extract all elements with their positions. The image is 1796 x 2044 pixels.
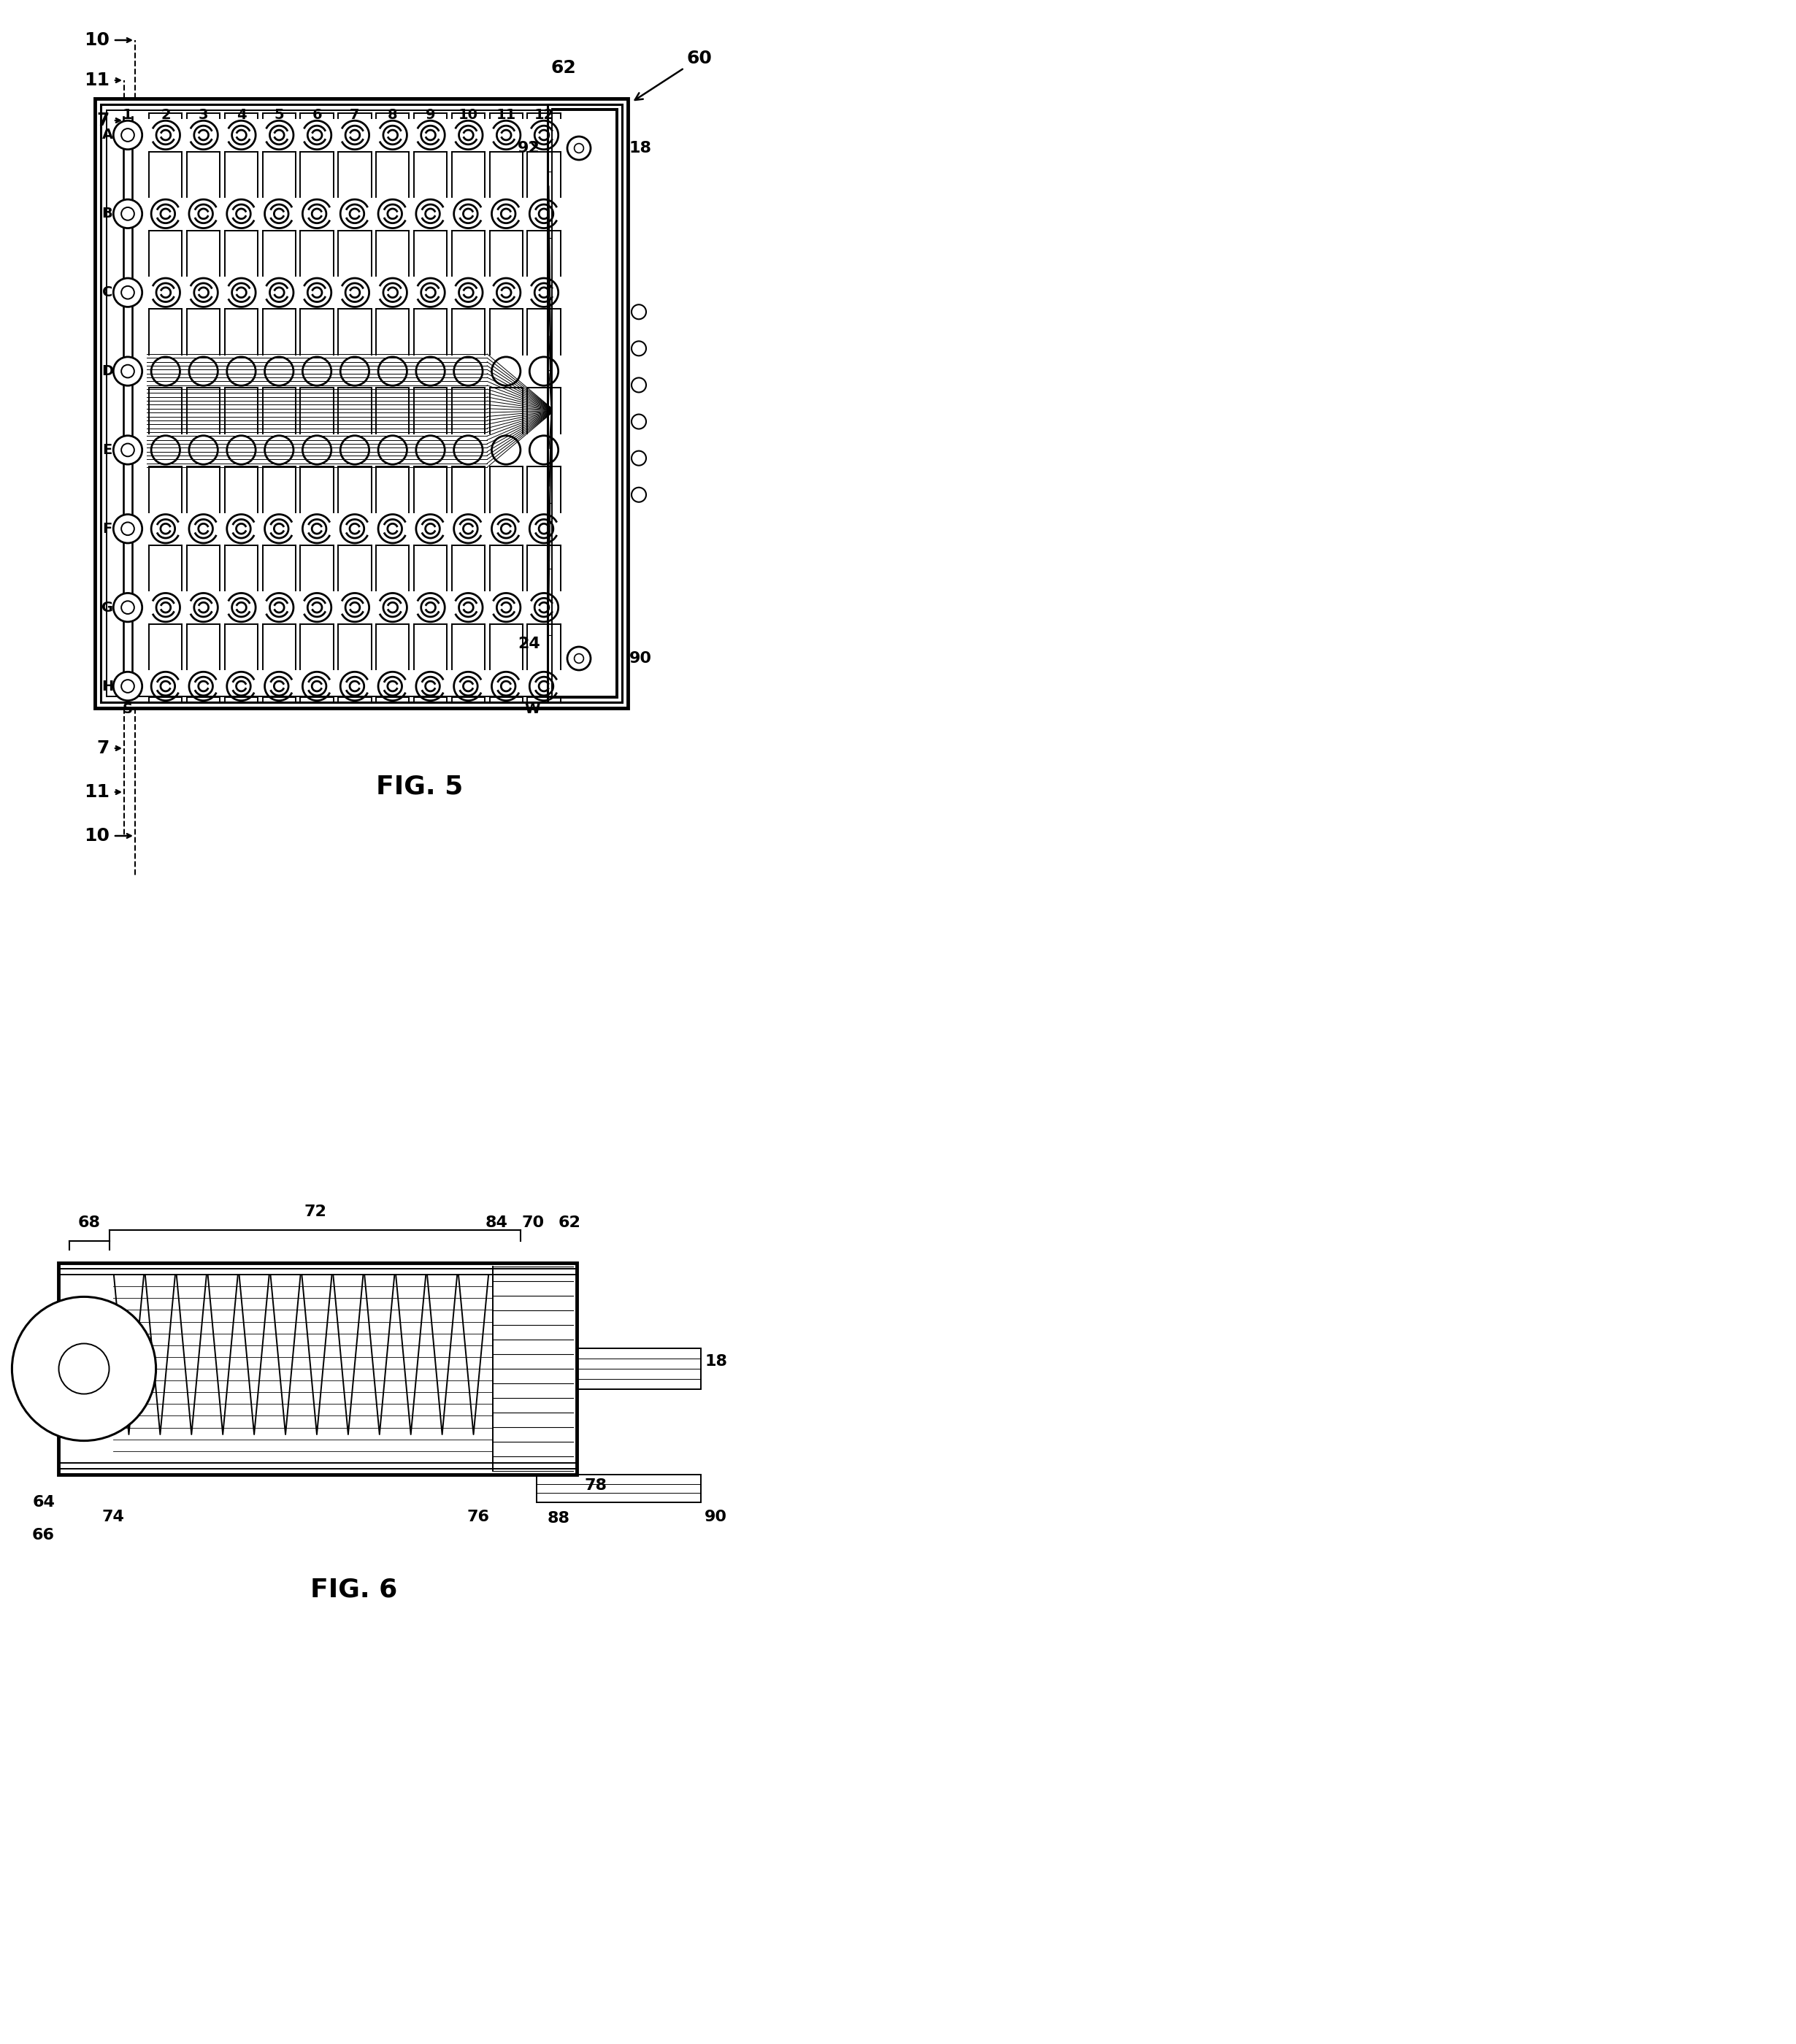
Circle shape — [568, 137, 591, 159]
Bar — [537, 1474, 700, 1502]
Circle shape — [189, 358, 217, 386]
Text: 24: 24 — [517, 636, 541, 652]
Circle shape — [264, 358, 293, 386]
Circle shape — [13, 1296, 156, 1441]
Bar — [548, 104, 621, 703]
Text: F: F — [102, 521, 111, 536]
Circle shape — [454, 435, 483, 464]
Text: 10: 10 — [458, 108, 478, 123]
Text: 8: 8 — [388, 108, 397, 123]
Text: 88: 88 — [548, 1511, 569, 1525]
Text: 18: 18 — [704, 1353, 727, 1369]
Text: B: B — [102, 206, 113, 221]
Text: C: C — [102, 286, 113, 300]
Text: 60: 60 — [636, 49, 711, 100]
Text: 70: 70 — [521, 1216, 544, 1230]
Bar — [59, 1263, 577, 1474]
Text: 11: 11 — [84, 72, 110, 90]
Text: 3: 3 — [199, 108, 208, 123]
Circle shape — [113, 515, 142, 544]
Text: 7: 7 — [97, 740, 110, 756]
Text: W: W — [524, 703, 541, 715]
Circle shape — [113, 593, 142, 621]
Circle shape — [530, 358, 559, 386]
Text: 72: 72 — [304, 1204, 327, 1218]
Circle shape — [226, 358, 255, 386]
Text: S: S — [122, 703, 133, 715]
Text: 62: 62 — [551, 59, 577, 76]
Circle shape — [568, 646, 591, 670]
Circle shape — [302, 435, 330, 464]
Text: 90: 90 — [704, 1511, 727, 1525]
Circle shape — [492, 358, 521, 386]
Text: 90: 90 — [629, 652, 652, 666]
Text: 64: 64 — [32, 1494, 54, 1511]
Circle shape — [189, 435, 217, 464]
Text: 7: 7 — [97, 112, 110, 129]
Text: A: A — [102, 129, 113, 141]
Text: 84: 84 — [485, 1216, 508, 1230]
Circle shape — [113, 278, 142, 307]
Bar — [101, 104, 621, 703]
Circle shape — [530, 435, 559, 464]
Circle shape — [341, 358, 370, 386]
Circle shape — [113, 121, 142, 149]
Text: 62: 62 — [559, 1216, 580, 1230]
Circle shape — [379, 435, 408, 464]
Circle shape — [417, 358, 445, 386]
Circle shape — [379, 358, 408, 386]
Bar — [551, 108, 618, 697]
Text: 78: 78 — [584, 1478, 607, 1492]
Text: 2: 2 — [160, 108, 171, 123]
Text: 92: 92 — [517, 141, 541, 155]
Text: FIG. 5: FIG. 5 — [377, 775, 463, 799]
Text: 76: 76 — [467, 1511, 490, 1525]
Circle shape — [454, 358, 483, 386]
Circle shape — [151, 358, 180, 386]
Text: 74: 74 — [102, 1511, 124, 1525]
Bar — [577, 1349, 700, 1390]
Text: E: E — [102, 444, 111, 458]
Circle shape — [226, 435, 255, 464]
Circle shape — [113, 358, 142, 386]
Circle shape — [302, 358, 330, 386]
Text: 5: 5 — [275, 108, 284, 123]
Text: 6: 6 — [313, 108, 321, 123]
Text: 66: 66 — [32, 1529, 54, 1543]
Circle shape — [417, 435, 445, 464]
Circle shape — [151, 435, 180, 464]
Bar — [95, 98, 629, 707]
Text: G: G — [101, 601, 113, 615]
Text: 10: 10 — [84, 31, 110, 49]
Text: FIG. 6: FIG. 6 — [311, 1576, 397, 1602]
Text: 18: 18 — [629, 141, 652, 155]
Text: D: D — [101, 364, 113, 378]
Text: 9: 9 — [426, 108, 435, 123]
Circle shape — [113, 435, 142, 464]
Text: 1: 1 — [122, 108, 133, 123]
Circle shape — [264, 435, 293, 464]
Bar — [106, 110, 616, 697]
Text: 11: 11 — [496, 108, 515, 123]
Text: H: H — [101, 679, 113, 693]
Text: 10: 10 — [84, 828, 110, 844]
Circle shape — [492, 435, 521, 464]
Text: 12: 12 — [533, 108, 553, 123]
Text: 4: 4 — [237, 108, 246, 123]
Circle shape — [113, 672, 142, 701]
Circle shape — [341, 435, 370, 464]
Text: 68: 68 — [77, 1216, 101, 1230]
Text: 7: 7 — [350, 108, 359, 123]
Text: 11: 11 — [84, 783, 110, 801]
Circle shape — [113, 200, 142, 229]
